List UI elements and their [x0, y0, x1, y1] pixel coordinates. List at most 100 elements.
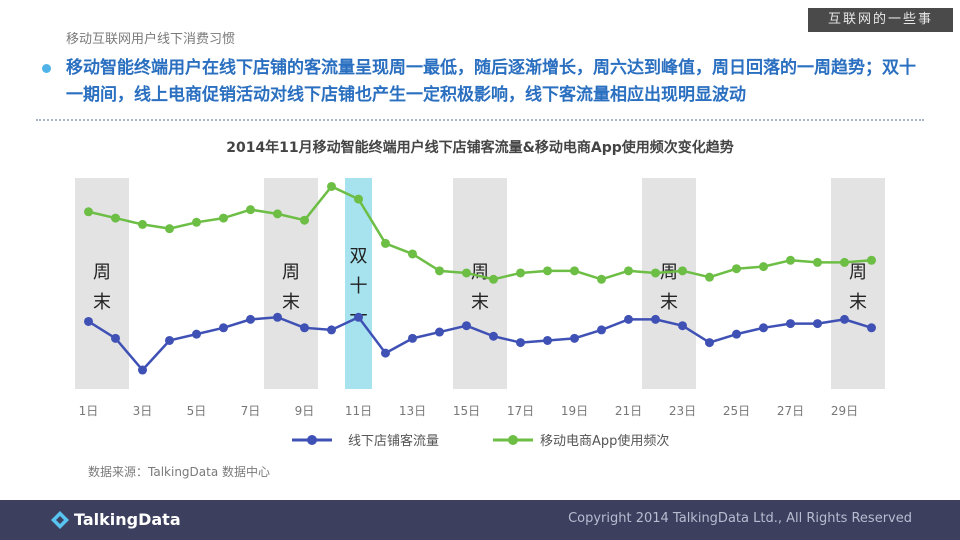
point-0-24 [732, 329, 741, 339]
x-tick-8: 17日 [507, 404, 534, 418]
band-label-3-1: 末 [471, 292, 489, 313]
point-0-1 [111, 333, 120, 343]
point-0-13 [435, 327, 444, 337]
x-tick-1: 3日 [133, 404, 153, 418]
x-tick-6: 13日 [399, 404, 426, 418]
point-1-17 [543, 266, 552, 276]
point-0-15 [489, 331, 498, 341]
point-1-24 [732, 264, 741, 274]
point-0-29 [867, 323, 876, 333]
point-1-4 [192, 217, 201, 227]
point-0-25 [759, 323, 768, 333]
band-label-3-0: 周 [471, 262, 489, 283]
chart-bands [75, 178, 885, 389]
band-label-2-1: 十 [350, 276, 368, 297]
point-0-2 [138, 365, 147, 375]
point-1-28 [840, 257, 849, 267]
point-1-19 [597, 274, 606, 284]
series-line-0 [87, 316, 872, 372]
band-label-5-0: 周 [849, 262, 867, 283]
line-chart: 周末周末双十一周末周末周末 1日3日5日7日9日11日13日15日17日19日2… [75, 178, 885, 449]
x-tick-2: 5日 [187, 404, 207, 418]
point-0-16 [516, 338, 525, 348]
section-title: 移动互联网用户线下消费习惯 [66, 32, 236, 47]
band-0 [75, 178, 129, 389]
point-0-5 [219, 323, 228, 333]
point-0-6 [246, 314, 255, 324]
point-1-26 [786, 255, 795, 265]
point-1-25 [759, 262, 768, 272]
point-0-7 [273, 312, 282, 322]
chart-series [84, 181, 876, 375]
band-label-4-1: 末 [660, 292, 678, 313]
chart-title: 2014年11月移动智能终端用户线下店铺客流量&移动电商App使用频次变化趋势 [226, 140, 734, 156]
point-1-20 [624, 266, 633, 276]
point-0-18 [570, 333, 579, 343]
point-1-27 [813, 257, 822, 267]
point-0-27 [813, 319, 822, 329]
point-1-9 [327, 181, 336, 191]
point-1-8 [300, 215, 309, 225]
band-1 [264, 178, 318, 389]
point-1-21 [651, 268, 660, 278]
point-0-17 [543, 335, 552, 345]
x-tick-12: 25日 [723, 404, 750, 418]
point-1-13 [435, 266, 444, 276]
point-0-28 [840, 314, 849, 324]
point-1-7 [273, 209, 282, 219]
headline: 移动智能终端用户在线下店铺的客流量呈现周一最低，随后逐渐增长，周六达到峰值，周日… [66, 58, 916, 105]
talkingdata-logo: TalkingData [50, 509, 181, 531]
legend-marker-0 [307, 435, 317, 445]
point-1-6 [246, 205, 255, 215]
point-1-1 [111, 213, 120, 223]
band-3 [453, 178, 507, 389]
data-source: 数据来源：TalkingData 数据中心 [88, 465, 271, 479]
x-axis: 1日 3日 5日 7日 9日 11日 13日 15日 17日 19日 21日 23日 25日 27日 29日 [79, 404, 858, 418]
point-1-29 [867, 255, 876, 265]
legend-marker-1 [508, 435, 518, 445]
band-4 [642, 178, 696, 389]
x-tick-3: 7日 [241, 404, 261, 418]
logo-icon [51, 510, 69, 529]
point-0-8 [300, 323, 309, 333]
series-line-1 [88, 185, 872, 281]
point-1-22 [678, 266, 687, 276]
x-tick-10: 21日 [615, 404, 642, 418]
logo-text: TalkingData [74, 510, 181, 529]
x-tick-9: 19日 [561, 404, 588, 418]
point-1-14 [462, 268, 471, 278]
band-label-1-1: 末 [282, 292, 300, 313]
point-0-9 [327, 325, 336, 335]
point-1-0 [84, 207, 93, 217]
band-label-2-0: 双 [350, 246, 368, 267]
point-1-16 [516, 268, 525, 278]
point-1-2 [138, 219, 147, 229]
x-tick-7: 15日 [453, 404, 480, 418]
x-tick-4: 9日 [295, 404, 315, 418]
point-0-11 [381, 348, 390, 358]
x-tick-13: 27日 [777, 404, 804, 418]
point-0-26 [786, 319, 795, 329]
band-label-0-1: 末 [93, 292, 111, 313]
point-0-23 [705, 338, 714, 348]
chart-legend: 线下店铺客流量 移动电商App使用频次 [292, 433, 669, 449]
legend-label-1: 移动电商App使用频次 [540, 433, 669, 449]
point-1-15 [489, 274, 498, 284]
point-0-10 [354, 312, 363, 322]
band-label-5-1: 末 [849, 292, 867, 313]
point-0-22 [678, 321, 687, 331]
point-1-23 [705, 272, 714, 282]
copyright: Copyright 2014 TalkingData Ltd., All Rig… [568, 511, 912, 526]
x-tick-5: 11日 [345, 404, 372, 418]
point-1-3 [165, 224, 174, 234]
point-1-5 [219, 213, 228, 223]
point-0-21 [651, 314, 660, 324]
legend-label-0: 线下店铺客流量 [348, 433, 439, 449]
bullet-icon [42, 64, 51, 73]
point-0-12 [408, 333, 417, 343]
band-label-1-0: 周 [282, 262, 300, 283]
point-0-4 [192, 329, 201, 339]
point-0-19 [597, 325, 606, 335]
band-label-0-0: 周 [93, 262, 111, 283]
point-1-18 [570, 266, 579, 276]
